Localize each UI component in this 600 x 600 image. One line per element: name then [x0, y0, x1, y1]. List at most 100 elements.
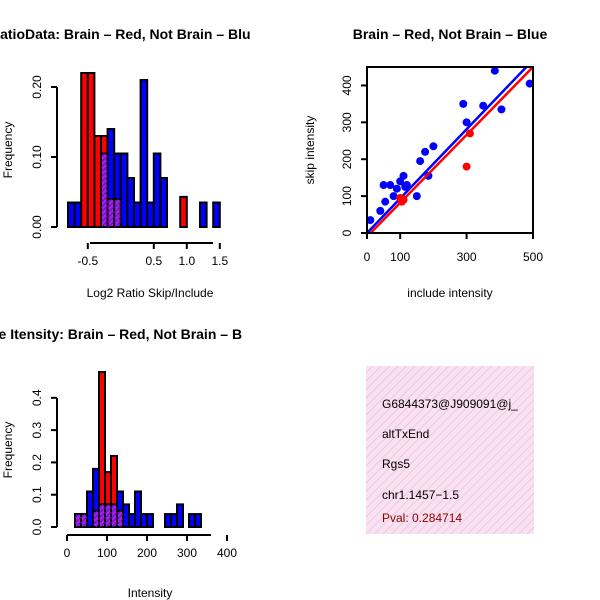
scatter-x-tick-label: 500 [523, 250, 543, 264]
intensity-hist-overlap-hatch [98, 517, 106, 524]
ratio-hist-overlap-hatch [100, 205, 108, 213]
scatter-point-not-brain [416, 157, 425, 166]
scatter-x-tick-label: 0 [364, 250, 371, 264]
info-pvalue: Pval: 0.284714 [382, 511, 462, 525]
scatter-point-not-brain [386, 181, 395, 190]
scatter-point-not-brain [462, 118, 471, 127]
ratio-hist-bar-not-brain [199, 201, 208, 228]
info-event-id: G6844373@J909091@j_ [382, 397, 518, 411]
ratio-hist-y-tick-label: 0.20 [30, 75, 44, 99]
scatter-fit-line-brain [368, 67, 533, 233]
intensity-histogram-axes: 0 100 200 300 400 0.0 0.1 0.2 0.3 0.4 [30, 389, 237, 560]
scatter-point-not-brain [402, 181, 411, 190]
scatter-y-tick-label: 100 [340, 186, 354, 206]
intensity-hist-overlap-hatch [98, 512, 106, 519]
intensity-hist-overlap-hatch [110, 507, 118, 514]
intensity-hist-x-tick-label: 400 [217, 546, 237, 560]
intensity-hist-bar-not-brain [134, 490, 142, 528]
intensity-hist-overlap-hatch [116, 510, 122, 516]
intensity-hist-overlap-hatch [92, 510, 98, 516]
info-panel-background [366, 366, 534, 534]
ratio-hist-overlap-hatch [106, 225, 108, 228]
ratio-hist-overlap-hatch [119, 226, 122, 228]
ratio-hist-x-tick-label: 1.5 [211, 254, 228, 268]
intensity-hist-bar-not-brain [194, 513, 202, 528]
ratio-hist-overlap-hatch [100, 155, 108, 163]
ratio-hist-overlap-hatch [113, 216, 122, 224]
ratio-histogram: RatioData: Brain – Red, Not Brain – Blu … [0, 26, 251, 300]
scatter-point-not-brain [367, 216, 375, 225]
intensity-hist-overlap-hatch [92, 518, 100, 526]
scatter-point-brain [465, 129, 474, 138]
ratio-hist-overlap-hatch [113, 206, 122, 214]
intensity-hist-overlap-hatch [112, 522, 118, 528]
ratio-hist-bar-not-brain [212, 201, 221, 228]
intensity-hist-overlap-hatch [74, 516, 82, 524]
intensity-scatter-xlabel: include intensity [407, 286, 492, 300]
info-gene-name: Rgs5 [382, 457, 410, 471]
ratio-hist-overlap-hatch [107, 198, 112, 204]
intensity-hist-x-tick-label: 0 [64, 546, 71, 560]
intensity-histogram-title: ne Itensity: Brain – Red, Not Brain – B [0, 326, 242, 342]
ratio-hist-overlap-hatch [107, 206, 115, 214]
scatter-fit-line-not-brain [367, 67, 528, 233]
intensity-hist-overlap-hatch [106, 522, 112, 528]
ratio-hist-overlap-hatch [107, 211, 115, 219]
scatter-point-not-brain [424, 171, 433, 180]
ratio-hist-overlap-hatch [113, 226, 115, 228]
intensity-hist-overlap-hatch [104, 504, 110, 509]
intensity-hist-y-tick-label: 0.2 [30, 454, 44, 471]
scatter-point-not-brain [412, 192, 421, 201]
ratio-hist-overlap-hatch [100, 175, 108, 183]
ratio-histogram-axes: -0.5 0.5 1.0 1.5 0.00 0.10 0.20 [30, 75, 228, 268]
ratio-hist-overlap-hatch [100, 190, 108, 198]
intensity-hist-overlap-hatch [100, 522, 106, 528]
scatter-y-tick-label: 0 [340, 229, 354, 236]
intensity-hist-overlap-hatch [119, 523, 124, 528]
info-event-type: altTxEnd [382, 427, 429, 441]
ratio-hist-overlap-hatch [100, 200, 108, 208]
intensity-hist-overlap-hatch [116, 513, 124, 521]
intensity-histogram-bars [74, 371, 202, 529]
intensity-hist-y-tick-label: 0.3 [30, 421, 44, 438]
intensity-hist-x-tick-label: 100 [97, 546, 117, 560]
intensity-scatter-ylabel: skip intensity [303, 116, 317, 185]
scatter-point-not-brain [376, 206, 385, 215]
intensity-hist-overlap-hatch [75, 521, 82, 528]
ratio-hist-overlap-hatch [100, 215, 108, 223]
intensity-hist-overlap-hatch [92, 513, 100, 521]
scatter-y-tick-label: 300 [340, 112, 354, 132]
intensity-scatter: Brain – Red, Not Brain – Blue 0 100 300 500… [303, 26, 547, 300]
scatter-y-tick-label: 200 [340, 149, 354, 169]
ratio-histogram-ylabel: Frequency [1, 122, 15, 179]
ratio-hist-overlap-hatch [100, 160, 108, 168]
ratio-hist-overlap-hatch [100, 180, 108, 188]
scatter-point-not-brain [459, 99, 468, 108]
ratio-hist-x-tick-label: 1.0 [178, 254, 195, 268]
ratio-hist-overlap-hatch [100, 195, 108, 203]
intensity-hist-overlap-hatch [98, 504, 104, 509]
ratio-hist-overlap-hatch [100, 185, 108, 193]
scatter-point-not-brain [381, 197, 390, 206]
scatter-point-not-brain [389, 192, 398, 201]
ratio-histogram-xlabel: Log2 Ratio Skip/Include [87, 286, 214, 300]
intensity-hist-overlap-hatch [104, 512, 112, 519]
ratio-hist-bar-not-brain [139, 79, 149, 228]
intensity-hist-overlap-hatch [110, 517, 118, 524]
intensity-hist-overlap-hatch [116, 518, 124, 526]
intensity-hist-overlap-hatch [110, 512, 118, 519]
intensity-hist-overlap-hatch [104, 517, 112, 524]
intensity-histogram: ne Itensity: Brain – Red, Not Brain – B … [0, 326, 242, 600]
scatter-point-not-brain [429, 142, 438, 151]
intensity-hist-y-tick-label: 0.4 [30, 389, 44, 406]
scatter-y-tick-label: 400 [340, 75, 354, 95]
intensity-hist-overlap-hatch [110, 504, 116, 509]
intensity-histogram-ylabel: Frequency [1, 422, 15, 479]
ratio-hist-overlap-hatch [107, 201, 115, 209]
ratio-hist-overlap-hatch [108, 221, 115, 228]
intensity-hist-x-tick-label: 300 [177, 546, 197, 560]
ratio-hist-overlap-hatch [100, 210, 108, 218]
scatter-data-area [367, 67, 533, 233]
intensity-hist-overlap-hatch [98, 507, 106, 514]
